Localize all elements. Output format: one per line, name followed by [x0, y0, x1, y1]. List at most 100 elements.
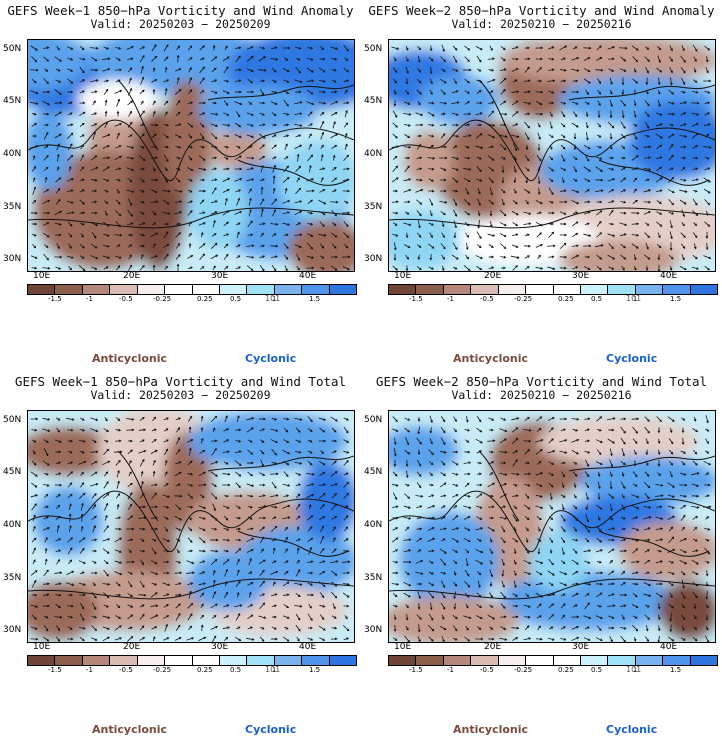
- colorbar-tick-label: -1: [447, 295, 454, 303]
- colorbar: [27, 284, 357, 295]
- colorbar-tick-label: 1.5: [670, 295, 682, 303]
- colorbar-tick-label: 1: [633, 666, 638, 674]
- colorbar: [388, 284, 718, 295]
- colorbar-tick-label: 1: [272, 295, 277, 303]
- colorbar-segment: [137, 285, 166, 294]
- cyclonic-label: Cyclonic: [606, 723, 658, 736]
- latitude-label: 35N: [3, 573, 22, 583]
- anticyclonic-label: Anticyclonic: [453, 352, 529, 365]
- colorbar-tick-label: -1: [447, 666, 454, 674]
- colorbar-segment: [165, 656, 193, 665]
- colorbar-tick-label: -0.5: [480, 666, 494, 674]
- colorbar-segment: [274, 656, 303, 665]
- longitude-label: 20E: [484, 642, 502, 652]
- vorticity-field: [389, 40, 715, 271]
- colorbar-segment: [498, 285, 527, 294]
- wind-vectors: [391, 44, 712, 271]
- longitude-label: 30E: [572, 271, 590, 281]
- colorbar-segment: [302, 285, 330, 294]
- vorticity-region: [278, 140, 354, 220]
- cyclonic-label: Cyclonic: [606, 352, 658, 365]
- colorbar-tick-label: -1: [86, 666, 93, 674]
- vorticity-field: [28, 40, 354, 271]
- colorbar-segment: [471, 656, 499, 665]
- vorticity-map: [27, 410, 355, 643]
- colorbar-tick-label: 1: [633, 295, 638, 303]
- longitude-label: 40E: [299, 271, 317, 281]
- vorticity-region: [188, 551, 268, 611]
- colorbar-segment: [526, 656, 554, 665]
- panel-title: GEFS Week−2 850−hPa Vorticity and Wind T…: [375, 374, 708, 389]
- vorticity-field: [28, 411, 354, 642]
- colorbar: [27, 655, 357, 666]
- cyclonic-label: Cyclonic: [245, 723, 297, 736]
- vorticity-region: [28, 581, 98, 641]
- panel-valid-dates: Valid: 20250203 − 20250209: [90, 388, 271, 402]
- vorticity-region: [419, 75, 499, 125]
- longitude-label: 20E: [484, 271, 502, 281]
- colorbar-segment: [55, 656, 83, 665]
- colorbar-tick-label: -0.25: [514, 295, 533, 303]
- anticyclonic-label: Anticyclonic: [92, 723, 168, 736]
- colorbar-tick-label: -0.25: [153, 295, 172, 303]
- panel-valid-dates: Valid: 20250210 − 20250216: [451, 388, 632, 402]
- colorbar-tick-label: 0.5: [230, 295, 242, 303]
- anticyclonic-label: Anticyclonic: [92, 352, 168, 365]
- colorbar-segment: [608, 656, 636, 665]
- colorbar-tick-label: 1.5: [309, 295, 321, 303]
- colorbar-segment: [608, 285, 636, 294]
- colorbar-segment: [82, 285, 111, 294]
- colorbar-segment: [55, 285, 83, 294]
- vorticity-region: [28, 40, 88, 90]
- vorticity-region: [298, 461, 354, 541]
- vorticity-map: [27, 39, 355, 272]
- latitude-label: 35N: [364, 202, 383, 212]
- colorbar-segment: [247, 285, 275, 294]
- colorbar-center-label: 101: [265, 294, 281, 303]
- colorbar-tick-label: -0.25: [153, 666, 172, 674]
- cyclonic-label: Cyclonic: [245, 352, 297, 365]
- colorbar-tick-label: 0.5: [230, 666, 242, 674]
- panel-valid-dates: Valid: 20250210 − 20250216: [451, 17, 632, 31]
- colorbar-segment: [416, 656, 444, 665]
- colorbar-segment: [82, 656, 111, 665]
- colorbar-tick-label: -0.5: [119, 295, 133, 303]
- vorticity-region: [28, 426, 118, 476]
- colorbar-segment: [219, 656, 248, 665]
- colorbar-segment: [389, 285, 417, 294]
- vorticity-region: [208, 130, 268, 170]
- colorbar-segment: [526, 285, 554, 294]
- latitude-label: 45N: [364, 96, 383, 106]
- colorbar-segment: [110, 285, 138, 294]
- colorbar-center-label: 101: [626, 294, 642, 303]
- colorbar-segment: [690, 656, 718, 665]
- colorbar-tick-label: 1: [272, 666, 277, 674]
- colorbar-tick-label: -0.5: [119, 666, 133, 674]
- colorbar-center-label: 101: [626, 665, 642, 674]
- colorbar-tick-label: 0.25: [558, 666, 574, 674]
- colorbar-segment: [635, 285, 664, 294]
- latitude-label: 50N: [364, 44, 383, 54]
- longitude-label: 20E: [123, 642, 141, 652]
- colorbar-tick-label: 0.5: [591, 295, 603, 303]
- colorbar-segment: [137, 656, 166, 665]
- colorbar-tick-label: -0.25: [514, 666, 533, 674]
- latitude-label: 40N: [364, 520, 383, 530]
- map-panel: GEFS Week−1 850−hPa Vorticity and Wind A…: [0, 0, 361, 371]
- colorbar-segment: [443, 656, 472, 665]
- longitude-label: 10E: [33, 271, 51, 281]
- panel-valid-dates: Valid: 20250203 − 20250209: [90, 17, 271, 31]
- vorticity-region: [619, 521, 715, 581]
- latitude-label: 50N: [364, 415, 383, 425]
- panel-title: GEFS Week−1 850−hPa Vorticity and Wind A…: [7, 3, 354, 18]
- colorbar-segment: [302, 656, 330, 665]
- longitude-label: 40E: [299, 642, 317, 652]
- panel-title: GEFS Week−2 850−hPa Vorticity and Wind A…: [368, 3, 715, 18]
- vorticity-region: [579, 456, 715, 506]
- vorticity-region: [559, 240, 679, 271]
- colorbar-segment: [690, 285, 718, 294]
- colorbar-segment: [192, 656, 220, 665]
- longitude-label: 10E: [394, 642, 412, 652]
- longitude-label: 40E: [660, 642, 678, 652]
- colorbar-tick-label: -1: [86, 295, 93, 303]
